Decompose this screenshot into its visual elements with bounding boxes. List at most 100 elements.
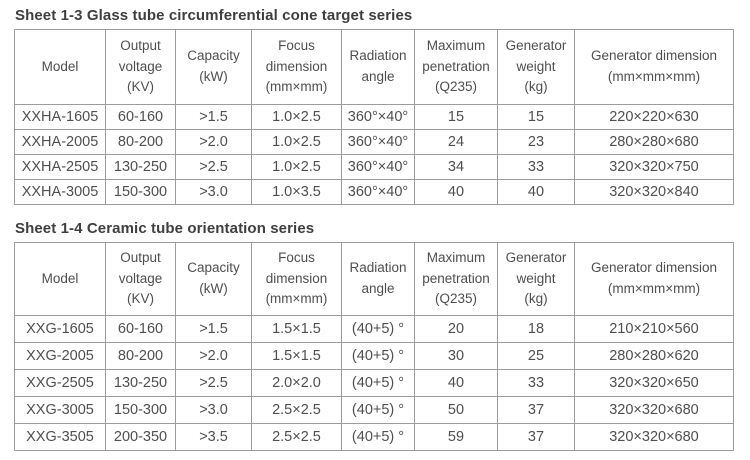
cell-generator-dimension: 320×320×680 <box>574 396 734 424</box>
cell-generator-weight: 23 <box>497 129 575 155</box>
cell-max-penetration: 15 <box>414 104 498 130</box>
cell-output-voltage: 150-300 <box>105 179 176 205</box>
cell-capacity: >1.5 <box>175 315 252 343</box>
cell-generator-dimension: 320×320×680 <box>574 423 734 451</box>
cell-generator-dimension: 280×280×620 <box>574 342 734 370</box>
cell-generator-dimension: 320×320×840 <box>574 179 734 205</box>
cell-generator-weight: 25 <box>497 342 575 370</box>
header-cell-capacity: Capacity (kW) <box>175 242 252 316</box>
cell-model: XXHA-2005 <box>14 129 106 155</box>
cell-focus-dimension: 1.0×2.5 <box>251 104 342 130</box>
cell-focus-dimension: 1.5×1.5 <box>251 342 342 370</box>
header-cell-generator-weight: Generator weight (kg) <box>497 29 575 105</box>
table-row: XXHA-2005 80-200 >2.0 1.0×2.5 360°×40° 2… <box>14 129 734 155</box>
cell-radiation-angle: 360°×40° <box>341 154 415 180</box>
cell-generator-dimension: 320×320×750 <box>574 154 734 180</box>
cell-generator-weight: 18 <box>497 315 575 343</box>
table-row: XXG-1605 60-160 >1.5 1.5×1.5 (40+5) ° 20… <box>14 315 734 343</box>
cell-generator-dimension: 280×280×680 <box>574 129 734 155</box>
cell-focus-dimension: 2.5×2.5 <box>251 423 342 451</box>
table-row: XXG-3505 200-350 >3.5 2.5×2.5 (40+5) ° 5… <box>14 423 734 451</box>
cell-generator-dimension: 320×320×650 <box>574 369 734 397</box>
cell-max-penetration: 40 <box>414 179 498 205</box>
cell-output-voltage: 150-300 <box>105 396 176 424</box>
cell-max-penetration: 24 <box>414 129 498 155</box>
cell-model: XXG-2505 <box>14 369 106 397</box>
cell-radiation-angle: 360°×40° <box>341 129 415 155</box>
cell-model: XXG-3005 <box>14 396 106 424</box>
cell-capacity: >2.5 <box>175 154 252 180</box>
cell-focus-dimension: 1.0×2.5 <box>251 129 342 155</box>
cell-focus-dimension: 1.0×2.5 <box>251 154 342 180</box>
cell-capacity: >2.5 <box>175 369 252 397</box>
cell-capacity: >3.5 <box>175 423 252 451</box>
sheet-1-3-table: Model Output voltage (KV) Capacity (kW) … <box>14 29 734 205</box>
cell-focus-dimension: 1.5×1.5 <box>251 315 342 343</box>
cell-radiation-angle: 360°×40° <box>341 179 415 205</box>
header-cell-max-penetration: Maximum penetration (Q235) <box>414 242 498 316</box>
cell-model: XXG-2005 <box>14 342 106 370</box>
cell-output-voltage: 60-160 <box>105 104 176 130</box>
cell-max-penetration: 40 <box>414 369 498 397</box>
sheet-1-4-title: Sheet 1-4 Ceramic tube orientation serie… <box>15 220 315 237</box>
sheet-1-3-title: Sheet 1-3 Glass tube circumferential con… <box>15 7 413 24</box>
cell-max-penetration: 30 <box>414 342 498 370</box>
sheet-1-4-table: Model Output voltage (KV) Capacity (kW) … <box>14 242 734 451</box>
cell-max-penetration: 50 <box>414 396 498 424</box>
header-cell-generator-weight: Generator weight (kg) <box>497 242 575 316</box>
table-row: XXHA-2505 130-250 >2.5 1.0×2.5 360°×40° … <box>14 154 734 180</box>
table-row: XXG-2005 80-200 >2.0 1.5×1.5 (40+5) ° 30… <box>14 342 734 370</box>
header-cell-generator-dimension: Generator dimension (mm×mm×mm) <box>574 29 734 105</box>
cell-output-voltage: 200-350 <box>105 423 176 451</box>
header-cell-radiation-angle: Radiation angle <box>341 29 415 105</box>
cell-max-penetration: 20 <box>414 315 498 343</box>
cell-radiation-angle: (40+5) ° <box>341 315 415 343</box>
cell-generator-weight: 33 <box>497 154 575 180</box>
table-row: XXHA-1605 60-160 >1.5 1.0×2.5 360°×40° 1… <box>14 104 734 130</box>
cell-capacity: >1.5 <box>175 104 252 130</box>
cell-radiation-angle: (40+5) ° <box>341 396 415 424</box>
cell-focus-dimension: 2.0×2.0 <box>251 369 342 397</box>
header-cell-generator-dimension: Generator dimension (mm×mm×mm) <box>574 242 734 316</box>
cell-model: XXG-1605 <box>14 315 106 343</box>
cell-output-voltage: 80-200 <box>105 342 176 370</box>
cell-output-voltage: 60-160 <box>105 315 176 343</box>
header-cell-focus-dimension: Focus dimension (mm×mm) <box>251 29 342 105</box>
cell-model: XXG-3505 <box>14 423 106 451</box>
cell-output-voltage: 130-250 <box>105 154 176 180</box>
cell-generator-dimension: 220×220×630 <box>574 104 734 130</box>
cell-model: XXHA-1605 <box>14 104 106 130</box>
header-cell-output-voltage: Output voltage (KV) <box>105 242 176 316</box>
cell-capacity: >3.0 <box>175 179 252 205</box>
cell-capacity: >2.0 <box>175 342 252 370</box>
table-row: XXG-2505 130-250 >2.5 2.0×2.0 (40+5) ° 4… <box>14 369 734 397</box>
cell-model: XXHA-2505 <box>14 154 106 180</box>
cell-model: XXHA-3005 <box>14 179 106 205</box>
header-cell-output-voltage: Output voltage (KV) <box>105 29 176 105</box>
header-cell-model: Model <box>14 242 106 316</box>
cell-focus-dimension: 2.5×2.5 <box>251 396 342 424</box>
header-cell-radiation-angle: Radiation angle <box>341 242 415 316</box>
table-row: XXHA-3005 150-300 >3.0 1.0×3.5 360°×40° … <box>14 179 734 205</box>
cell-radiation-angle: 360°×40° <box>341 104 415 130</box>
cell-radiation-angle: (40+5) ° <box>341 423 415 451</box>
cell-max-penetration: 34 <box>414 154 498 180</box>
cell-capacity: >2.0 <box>175 129 252 155</box>
cell-generator-weight: 37 <box>497 396 575 424</box>
cell-generator-dimension: 210×210×560 <box>574 315 734 343</box>
cell-generator-weight: 40 <box>497 179 575 205</box>
cell-output-voltage: 80-200 <box>105 129 176 155</box>
header-cell-max-penetration: Maximum penetration (Q235) <box>414 29 498 105</box>
cell-generator-weight: 37 <box>497 423 575 451</box>
cell-generator-weight: 33 <box>497 369 575 397</box>
cell-capacity: >3.0 <box>175 396 252 424</box>
cell-radiation-angle: (40+5) ° <box>341 342 415 370</box>
header-row: Model Output voltage (KV) Capacity (kW) … <box>14 29 734 105</box>
header-cell-model: Model <box>14 29 106 105</box>
table-row: XXG-3005 150-300 >3.0 2.5×2.5 (40+5) ° 5… <box>14 396 734 424</box>
cell-output-voltage: 130-250 <box>105 369 176 397</box>
header-cell-capacity: Capacity (kW) <box>175 29 252 105</box>
cell-max-penetration: 59 <box>414 423 498 451</box>
header-row: Model Output voltage (KV) Capacity (kW) … <box>14 242 734 316</box>
